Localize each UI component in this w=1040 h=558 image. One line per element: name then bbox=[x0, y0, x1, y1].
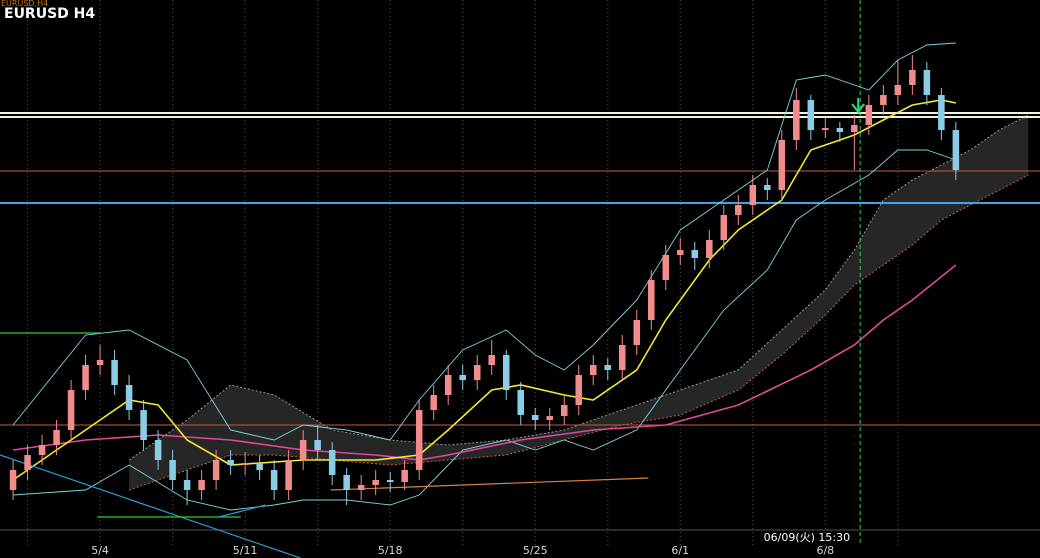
candle-body bbox=[444, 375, 452, 395]
candle-body bbox=[459, 375, 466, 380]
candle-body bbox=[633, 320, 641, 345]
candle-body bbox=[53, 430, 60, 445]
candle-body bbox=[299, 440, 307, 460]
candle-body bbox=[82, 365, 89, 390]
candle-body bbox=[415, 410, 423, 470]
candle-body bbox=[952, 130, 960, 170]
candle-body bbox=[517, 390, 524, 415]
indicator-line bbox=[12, 264, 957, 461]
candle-body bbox=[24, 455, 31, 470]
candle-body bbox=[648, 280, 655, 320]
candle-body bbox=[502, 355, 510, 390]
candle-body bbox=[285, 460, 292, 490]
candle-body bbox=[125, 385, 133, 410]
candle-body bbox=[270, 470, 278, 490]
trend-line bbox=[0, 454, 301, 558]
candle-body bbox=[662, 255, 670, 280]
candle-body bbox=[720, 215, 728, 240]
candle-body bbox=[880, 95, 887, 105]
candle-body bbox=[401, 470, 408, 482]
indicator-line bbox=[13, 149, 957, 511]
signal-arrow bbox=[851, 98, 865, 114]
x-tick-label: 5/25 bbox=[523, 544, 548, 557]
candles bbox=[9, 55, 960, 505]
candle-body bbox=[735, 205, 742, 215]
candle-body bbox=[328, 450, 336, 475]
candle-body bbox=[604, 365, 612, 370]
candle-body bbox=[706, 240, 713, 258]
candle-body bbox=[807, 100, 815, 130]
levels bbox=[0, 112, 1040, 531]
candle-body bbox=[473, 365, 481, 380]
candle-body bbox=[909, 70, 916, 85]
candle-body bbox=[227, 460, 234, 465]
candle-body bbox=[241, 463, 249, 465]
candle-body bbox=[212, 460, 220, 480]
candle-body bbox=[67, 390, 75, 430]
x-tick-label: 5/11 bbox=[233, 544, 258, 557]
x-tick-label: 6/8 bbox=[816, 544, 834, 557]
chart-title: EURUSD H4 bbox=[4, 6, 95, 22]
candle-body bbox=[865, 105, 873, 125]
candle-body bbox=[836, 128, 844, 132]
candle-body bbox=[938, 95, 945, 130]
candle-body bbox=[169, 460, 176, 480]
candle-body bbox=[111, 360, 118, 385]
candle-body bbox=[618, 345, 626, 370]
x-tick-label: 5/4 bbox=[91, 544, 109, 557]
candle-body bbox=[372, 480, 379, 485]
candle-body bbox=[96, 360, 104, 365]
candle-body bbox=[386, 480, 394, 482]
candle-body bbox=[793, 100, 800, 140]
grid bbox=[27, 0, 899, 545]
x-tick-label: 6/1 bbox=[671, 544, 689, 557]
cloud-upper bbox=[128, 114, 1029, 461]
candle-body bbox=[531, 415, 539, 420]
candle-body bbox=[851, 125, 858, 132]
indicator-line bbox=[12, 42, 956, 441]
candle-body bbox=[314, 440, 321, 450]
candle-body bbox=[894, 85, 902, 95]
candle-body bbox=[923, 70, 931, 95]
trend-line bbox=[218, 504, 266, 518]
candle-body bbox=[430, 395, 437, 410]
trendlines bbox=[0, 332, 649, 558]
candle-body bbox=[691, 250, 699, 258]
candle-body bbox=[9, 470, 17, 490]
candle-body bbox=[778, 140, 786, 190]
candle-body bbox=[677, 250, 684, 255]
trend-line bbox=[330, 477, 649, 491]
candle-body bbox=[357, 485, 365, 490]
candle-body bbox=[575, 375, 583, 405]
candle-body bbox=[589, 365, 597, 375]
cursor-label: 06/09(火) 15:30 bbox=[764, 531, 850, 544]
x-tick-label: 5/18 bbox=[378, 544, 403, 557]
candle-body bbox=[749, 185, 757, 205]
candle-body bbox=[560, 405, 568, 416]
candle-body bbox=[154, 440, 162, 460]
candle-body bbox=[38, 445, 46, 455]
candle-body bbox=[764, 185, 771, 190]
cloud bbox=[128, 114, 1029, 491]
candle-body bbox=[256, 463, 263, 470]
candle-body bbox=[343, 475, 350, 490]
candle-body bbox=[822, 128, 829, 130]
chart-subtitle: EURUSD,H4 bbox=[1, 0, 48, 8]
candle-body bbox=[183, 480, 191, 490]
candle-body bbox=[198, 480, 205, 490]
candle-body bbox=[140, 410, 147, 440]
cloud-area bbox=[129, 115, 1029, 490]
candle-body bbox=[488, 355, 495, 365]
candle-body bbox=[546, 416, 553, 420]
x-axis: 5/4 5/11 5/18 5/25 6/1 6/8 bbox=[91, 544, 834, 557]
